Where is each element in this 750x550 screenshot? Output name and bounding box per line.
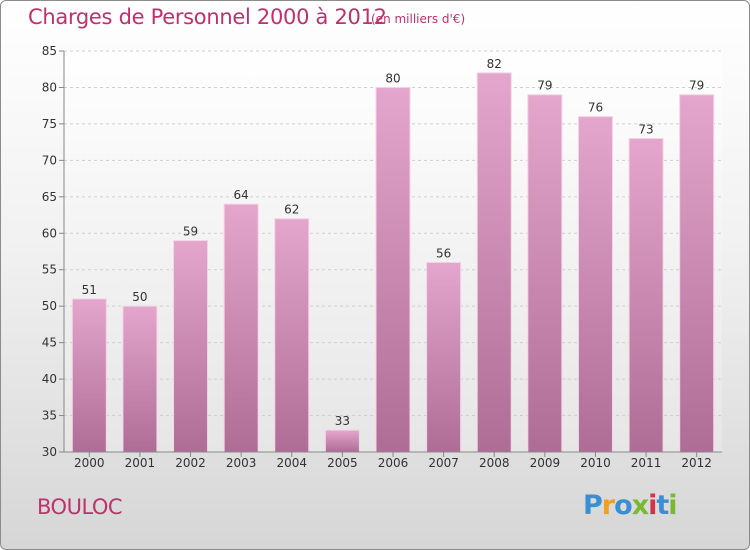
data-label: 79 (537, 79, 552, 93)
x-tick-label: 2001 (125, 456, 156, 470)
y-tick-label: 40 (42, 372, 57, 386)
bar-2008[interactable] (476, 72, 512, 453)
bar-chart: 51 50 59 64 62 33 80 56 82 79 76 73 79 30 35 40 45 50 55 6… (42, 44, 722, 470)
data-label: 51 (82, 283, 97, 297)
logo-letter: P (583, 490, 603, 521)
bar-2004[interactable] (274, 218, 310, 453)
y-tick-label: 30 (42, 445, 57, 459)
x-axis-tick-labels: 2000 2001 2002 2003 2004 2005 2006 2007 2008 2009… (74, 452, 712, 470)
logo-letter: i (648, 490, 657, 521)
data-label: 56 (436, 246, 451, 260)
x-tick-label: 2004 (276, 456, 307, 470)
bar-2011[interactable] (628, 137, 664, 453)
bar-2007[interactable] (426, 261, 462, 453)
proxiti-logo[interactable]: Proxiti (583, 490, 678, 521)
y-tick-label: 35 (42, 409, 57, 423)
bar-2006[interactable] (375, 86, 411, 453)
x-tick-label: 2005 (327, 456, 358, 470)
data-label: 64 (234, 188, 249, 202)
x-tick-label: 2010 (580, 456, 611, 470)
y-tick-label: 75 (42, 117, 57, 131)
x-tick-label: 2008 (479, 456, 510, 470)
place-name: BOULOC (37, 495, 123, 519)
bar-2001[interactable] (122, 305, 158, 453)
y-tick-label: 60 (42, 226, 57, 240)
bar-2005[interactable] (324, 429, 360, 453)
y-tick-label: 70 (42, 153, 57, 167)
y-tick-label: 65 (42, 190, 57, 204)
bar-2009[interactable] (527, 94, 563, 453)
x-tick-label: 2002 (175, 456, 206, 470)
bar-2003[interactable] (223, 203, 259, 453)
data-label: 50 (132, 290, 147, 304)
data-label: 33 (335, 414, 350, 428)
y-tick-label: 85 (42, 44, 57, 58)
data-label: 62 (284, 203, 299, 217)
logo-letter: i (668, 490, 677, 521)
y-tick-label: 50 (42, 299, 57, 313)
y-tick-label: 55 (42, 263, 57, 277)
x-tick-label: 2007 (428, 456, 459, 470)
y-tick-label: 45 (42, 336, 57, 350)
data-label: 79 (689, 79, 704, 93)
bar-2002[interactable] (173, 240, 209, 453)
bar-2010[interactable] (577, 116, 613, 453)
logo-letter: t (656, 490, 669, 521)
bar-2012[interactable] (679, 94, 715, 453)
data-label: 76 (588, 101, 603, 115)
x-tick-label: 2000 (74, 456, 105, 470)
x-tick-label: 2012 (681, 456, 712, 470)
logo-letter: o (614, 490, 633, 521)
data-label: 73 (638, 122, 653, 136)
bars: 51 50 59 64 62 33 80 56 82 79 76 73 79 (71, 57, 715, 453)
data-label: 59 (183, 225, 198, 239)
chart-title: Charges de Personnel 2000 à 2012 (28, 5, 387, 29)
bar-2000[interactable] (71, 298, 107, 453)
x-tick-label: 2006 (378, 456, 409, 470)
logo-letter: x (631, 490, 649, 521)
y-axis-tick-labels: 30 35 40 45 50 55 60 65 70 75 80 85 (42, 44, 64, 459)
logo-letter: r (601, 490, 615, 521)
x-tick-label: 2003 (226, 456, 257, 470)
x-tick-label: 2009 (530, 456, 561, 470)
data-label: 82 (487, 57, 502, 71)
data-label: 80 (385, 71, 400, 85)
y-tick-label: 80 (42, 80, 57, 94)
x-tick-label: 2011 (631, 456, 662, 470)
chart-subtitle: (en milliers d'€) (371, 12, 466, 26)
